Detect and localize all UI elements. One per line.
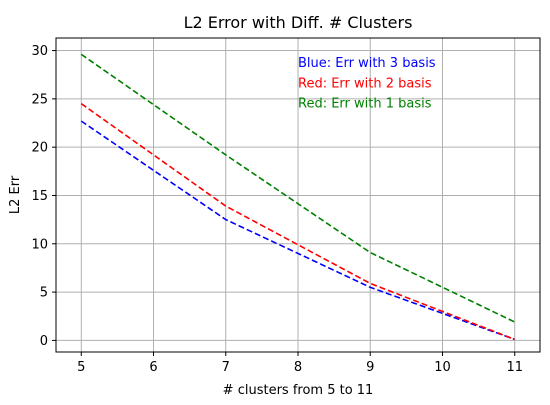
x-tick-label: 11 [506,360,523,375]
x-tick-label: 7 [222,360,230,375]
series-2-basis-line [80,103,515,341]
series-1-basis-line [80,53,516,323]
legend-annotation: Red: Err with 2 basis [298,76,432,91]
legend-annotation: Red: Err with 1 basis [298,97,432,112]
y-tick-label: 15 [31,189,48,204]
y-tick-label: 0 [40,334,48,349]
y-tick-label: 10 [31,237,48,252]
x-tick-label: 9 [366,360,374,375]
x-tick-label: 8 [294,360,302,375]
y-tick-label: 20 [31,141,48,156]
x-tick-label: 10 [434,360,451,375]
series-3-basis-line [80,120,515,341]
annotations: Blue: Err with 3 basis Red: Err with 2 ba… [298,56,436,112]
y-tick-label: 25 [31,92,48,107]
y-tick-label: 5 [40,286,48,301]
grid [56,38,540,352]
legend-annotation: Blue: Err with 3 basis [298,56,436,71]
series-lines [80,53,516,341]
chart-title: L2 Error with Diff. # Clusters [184,13,413,32]
x-tick-label: 5 [77,360,85,375]
y-axis-label: L2 Err [8,175,23,214]
x-tick-label: 6 [149,360,157,375]
y-tick-label: 30 [31,44,48,59]
x-axis-label: # clusters from 5 to 11 [223,383,374,398]
ticks: 5 6 7 8 9 10 11 0 5 10 15 20 25 30 [31,44,523,375]
